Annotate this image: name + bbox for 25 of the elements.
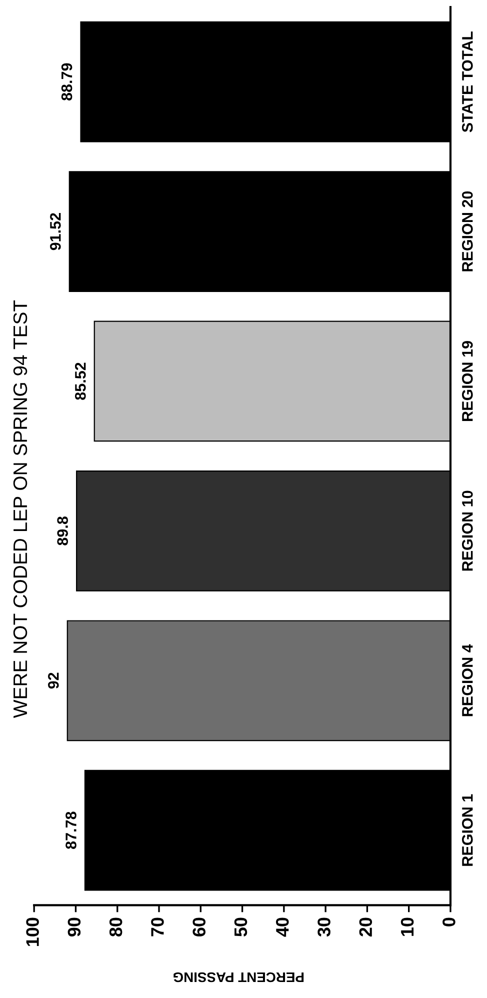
x-tick-label: 0 (442, 918, 456, 926)
y-tick-label: REGION 4 (462, 644, 473, 716)
x-tick-label: 70 (151, 918, 164, 936)
y-tick-label: REGION 1 (462, 794, 473, 866)
x-tick-label: 40 (276, 918, 289, 937)
x-axis-title: PERCENT PASSING (174, 972, 304, 982)
data-label: 92 (48, 672, 59, 689)
x-tick-label: 20 (359, 918, 372, 936)
x-tick-label: 60 (192, 918, 206, 936)
x-tick-label: 50 (234, 918, 248, 937)
text: WERE NOT CODED LEP ON SPRING 94 TEST (13, 300, 28, 718)
data-label: 89.8 (57, 516, 68, 546)
x-tick-label: 80 (109, 918, 122, 936)
x-tick-label: 30 (318, 918, 330, 937)
data-label: 88.79 (61, 63, 72, 100)
data-label: 85.52 (74, 362, 86, 400)
y-tick-label: REGION 20 (462, 191, 473, 272)
y-tick-label: STATE TOTAL (462, 32, 473, 132)
data-label: 91.52 (50, 213, 61, 250)
data-label: 87.78 (66, 812, 76, 849)
x-tick-label: 10 (400, 918, 414, 936)
y-tick-label: REGION 19 (462, 341, 473, 421)
x-tick-label: 90 (68, 918, 81, 936)
y-tick-label: REGION 10 (462, 490, 473, 571)
x-tick-label: 100 (26, 918, 39, 946)
